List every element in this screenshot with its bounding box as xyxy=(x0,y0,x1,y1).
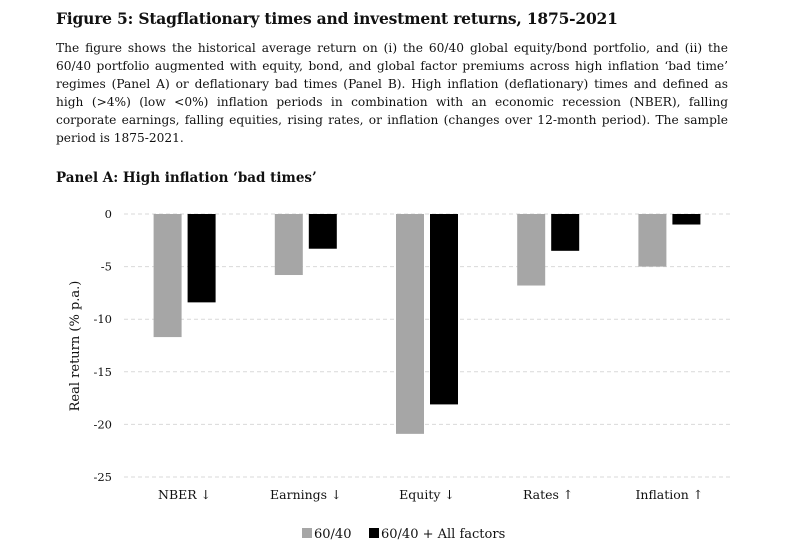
bar-60-40 xyxy=(638,214,667,267)
bar-60-40-all-factors xyxy=(672,214,701,225)
x-category-label: NBER ↓ xyxy=(158,487,211,502)
bars-layer xyxy=(153,214,701,434)
figure-caption: The figure shows the historical average … xyxy=(56,41,728,145)
panel-title: Panel A: High inflation ‘bad times’ xyxy=(56,170,317,186)
x-category-label: Equity ↓ xyxy=(399,487,455,502)
x-category-label: Inflation ↑ xyxy=(635,487,703,502)
y-tick-labels: 0 -5 -10 -15 -20 -25 xyxy=(93,207,112,484)
bar-60-40-all-factors xyxy=(430,214,458,405)
x-category-label: Rates ↑ xyxy=(523,487,573,502)
x-category-labels: NBER ↓ Earnings ↓ Equity ↓ Rates ↑ Inflation… xyxy=(158,487,703,502)
bar-60-40-all-factors xyxy=(187,214,216,303)
legend-swatch-60-40 xyxy=(302,528,312,538)
y-tick-label: -15 xyxy=(93,365,112,379)
bar-60-40-all-factors xyxy=(308,214,337,249)
grid-layer xyxy=(124,213,730,478)
y-tick-label: -20 xyxy=(93,417,112,431)
bar-60-40 xyxy=(396,214,424,434)
y-tick-label: -10 xyxy=(93,312,112,326)
y-tick-label: 0 xyxy=(105,207,112,221)
y-tick-label: -5 xyxy=(101,260,112,274)
legend-swatch-60-40-all-factors xyxy=(369,528,379,538)
bar-60-40 xyxy=(517,214,546,286)
legend-label-60-40: 60/40 xyxy=(314,527,351,542)
legend: 60/40 60/40 + All factors xyxy=(302,527,505,542)
figure-title: Figure 5: Stagflationary times and inves… xyxy=(56,9,618,28)
y-tick-label: -25 xyxy=(93,470,112,484)
bar-60-40-all-factors xyxy=(551,214,580,251)
x-category-label: Earnings ↓ xyxy=(270,487,342,502)
legend-label-60-40-all-factors: 60/40 + All factors xyxy=(381,527,505,542)
y-axis-label: Real return (% p.a.) xyxy=(68,281,83,412)
bar-60-40 xyxy=(153,214,182,338)
bar-60-40 xyxy=(274,214,303,276)
